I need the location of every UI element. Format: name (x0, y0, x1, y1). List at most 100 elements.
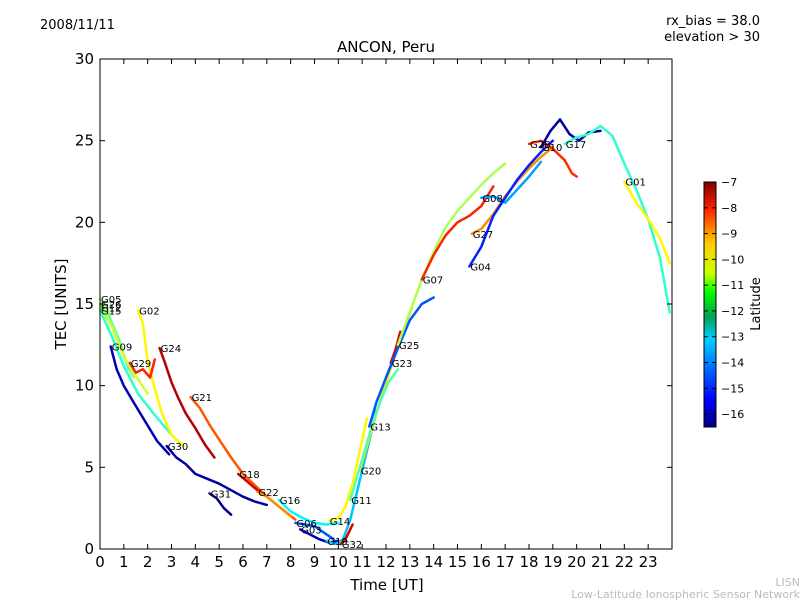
series-label-g22: G22 (258, 488, 278, 499)
x-tick-label: 11 (353, 553, 372, 571)
series-label-g05: G05 (101, 295, 121, 306)
x-tick-label: 16 (472, 553, 491, 571)
series-line-g09 (109, 345, 171, 456)
series-line-g04 (468, 139, 555, 268)
x-tick-label: 4 (191, 553, 201, 571)
series-line-g24 (158, 346, 216, 459)
x-tick-label: 3 (167, 553, 177, 571)
x-tick-label: 21 (591, 553, 610, 571)
series-line-g32 (339, 523, 354, 546)
x-tick-label: 13 (400, 553, 419, 571)
series-label-g23: G23 (392, 359, 412, 370)
series-line-g08 (480, 160, 543, 204)
x-axis: 0 1 2 3 4 5 6 7 8 9 10 11 12 13 14 15 16 17 18 19 20 21 22 23 (95, 59, 658, 571)
series-line-g31 (208, 492, 233, 516)
colorbar-label: Latitude (749, 277, 764, 331)
series-label-g15: G15 (101, 307, 121, 318)
series-label-g09: G09 (112, 342, 132, 353)
y-axis: 0 5 10 15 20 25 30 (75, 50, 672, 558)
series-label-g13: G13 (370, 423, 390, 434)
x-tick-label: 12 (376, 553, 395, 571)
series-label-g18: G18 (239, 470, 259, 481)
x-tick-label: 6 (238, 553, 248, 571)
x-tick-label: 1 (119, 553, 129, 571)
series-line-g27 (470, 145, 555, 236)
chart-title: ANCON, Peru (337, 38, 435, 56)
x-tick-label: 10 (329, 553, 348, 571)
y-axis-label: TEC [UNITS] (52, 259, 70, 351)
series-label-g28: G28 (530, 140, 550, 151)
series-label-g16: G16 (280, 496, 300, 507)
y-tick-label: 20 (75, 213, 94, 231)
credit-short: LISN (775, 576, 800, 589)
series-line-g23 (389, 330, 402, 365)
series-label-g02: G02 (139, 307, 159, 318)
series-line-g13 (368, 296, 435, 428)
y-tick-label: 25 (75, 132, 94, 150)
x-tick-label: 7 (262, 553, 272, 571)
colorbar-tick-label: −16 (721, 408, 744, 421)
x-tick-label: 22 (615, 553, 634, 571)
series-label-g03: G03 (301, 525, 321, 536)
series-line-g12 (98, 306, 149, 396)
y-tick-label: 30 (75, 50, 94, 68)
series-label-g07: G07 (423, 276, 443, 287)
credit-long: Low-Latitude Ionospheric Sensor Network (571, 588, 800, 601)
series-label-g19: G19 (327, 537, 347, 548)
x-tick-label: 9 (310, 553, 320, 571)
x-tick-label: 2 (143, 553, 153, 571)
y-tick-label: 5 (84, 458, 94, 476)
y-tick-label: 0 (84, 540, 94, 558)
y-tick-label: 10 (75, 377, 94, 395)
series-label-g25: G25 (399, 341, 419, 352)
series-label-g24: G24 (161, 344, 181, 355)
colorbar-tick-label: −11 (721, 279, 744, 292)
series-layer (98, 118, 671, 546)
x-tick-label: 18 (519, 553, 538, 571)
plot-frame (99, 58, 673, 550)
x-axis-label: Time [UT] (349, 576, 423, 594)
date-label: 2008/11/11 (40, 18, 115, 33)
x-tick-label: 20 (567, 553, 586, 571)
series-line-g29 (128, 358, 157, 379)
series-label-g20: G20 (361, 467, 381, 478)
series-label-g26: G26 (101, 300, 121, 311)
series-label-g14: G14 (330, 517, 350, 528)
series-label-g01: G01 (625, 178, 645, 189)
colorbar-tick-label: −7 (721, 176, 737, 189)
series-line-g17 (563, 124, 671, 314)
rx-bias-note: rx_bias = 38.0 (666, 14, 760, 29)
x-tick-label: 17 (496, 553, 515, 571)
series-label-g06: G06 (296, 519, 316, 530)
colorbar-tick-label: −15 (721, 382, 744, 395)
series-label-g11: G11 (351, 496, 371, 507)
series-line-g30 (165, 444, 269, 507)
colorbar-tick-label: −10 (721, 253, 744, 266)
series-line-g07 (420, 185, 495, 281)
series-line-g01 (623, 180, 671, 265)
series-label-g32: G32 (342, 540, 362, 551)
series-line-g25 (396, 162, 507, 347)
series-label-g31: G31 (211, 489, 231, 500)
series-line-g15 (98, 309, 173, 436)
series-label-g27: G27 (473, 230, 493, 241)
colorbar-tick-label: −13 (721, 331, 744, 344)
x-tick-label: 0 (95, 553, 105, 571)
series-label-g08: G08 (482, 194, 502, 205)
colorbar-tick-label: −9 (721, 228, 737, 241)
x-tick-label: 15 (448, 553, 467, 571)
colorbar-tick-label: −8 (721, 202, 737, 215)
series-label-g21: G21 (192, 393, 212, 404)
y-tick-label: 15 (75, 295, 94, 313)
series-line-g10 (539, 118, 602, 149)
series-line-g06 (294, 521, 335, 541)
x-tick-label: 8 (286, 553, 296, 571)
series-label-g12: G12 (101, 303, 121, 314)
series-line-g22 (256, 490, 292, 518)
series-label-g30: G30 (168, 442, 188, 453)
series-line-g02 (136, 309, 185, 448)
series-line-g16 (277, 498, 340, 526)
colorbar-ticks: −7 −8 −9 −10 −11 −12 −13 −14 −15 −16 (704, 176, 744, 421)
